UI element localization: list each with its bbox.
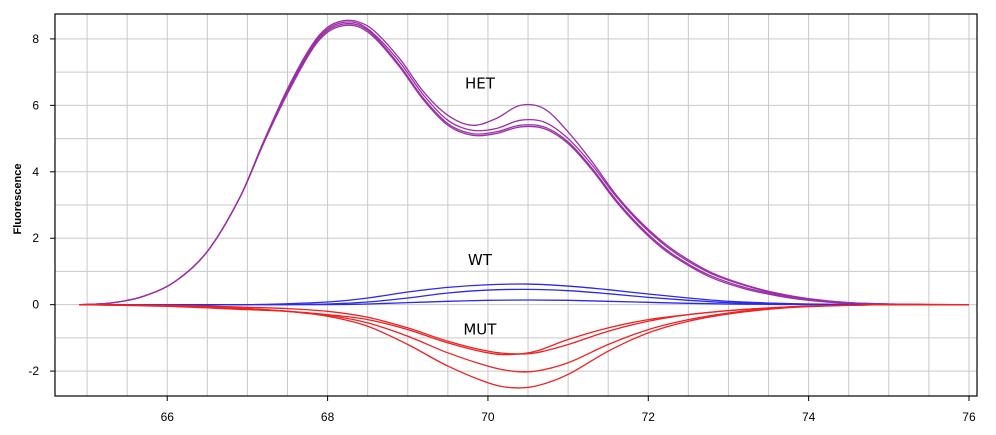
plot-frame [54, 13, 978, 397]
x-tick-label: 66 [161, 410, 175, 424]
series-line-wt-3 [79, 299, 969, 306]
series-line-mut-2 [79, 303, 969, 355]
annotations: HET WT MUT [463, 75, 497, 339]
y-tick-label: -2 [28, 364, 39, 378]
series-line-mut-4 [79, 303, 969, 389]
annotation-het: HET [465, 75, 496, 93]
y-tick-label: 4 [32, 165, 39, 179]
y-axis-title: Fluorescence [12, 164, 24, 235]
x-tick-label: 76 [962, 410, 976, 424]
y-tick-label: 6 [32, 98, 39, 112]
grid [55, 14, 977, 396]
series-line-het-4 [79, 24, 969, 306]
y-tick-label: 0 [32, 298, 39, 312]
annotation-mut: MUT [463, 321, 497, 339]
x-tick-label: 68 [321, 410, 335, 424]
y-tick-label: 8 [32, 32, 39, 46]
annotation-wt: WT [468, 251, 493, 269]
x-tick-label: 70 [481, 410, 495, 424]
y-tick-label: 2 [32, 231, 39, 245]
x-tick-label: 74 [802, 410, 816, 424]
series-layer [79, 19, 969, 389]
x-tick-label: 72 [642, 410, 656, 424]
